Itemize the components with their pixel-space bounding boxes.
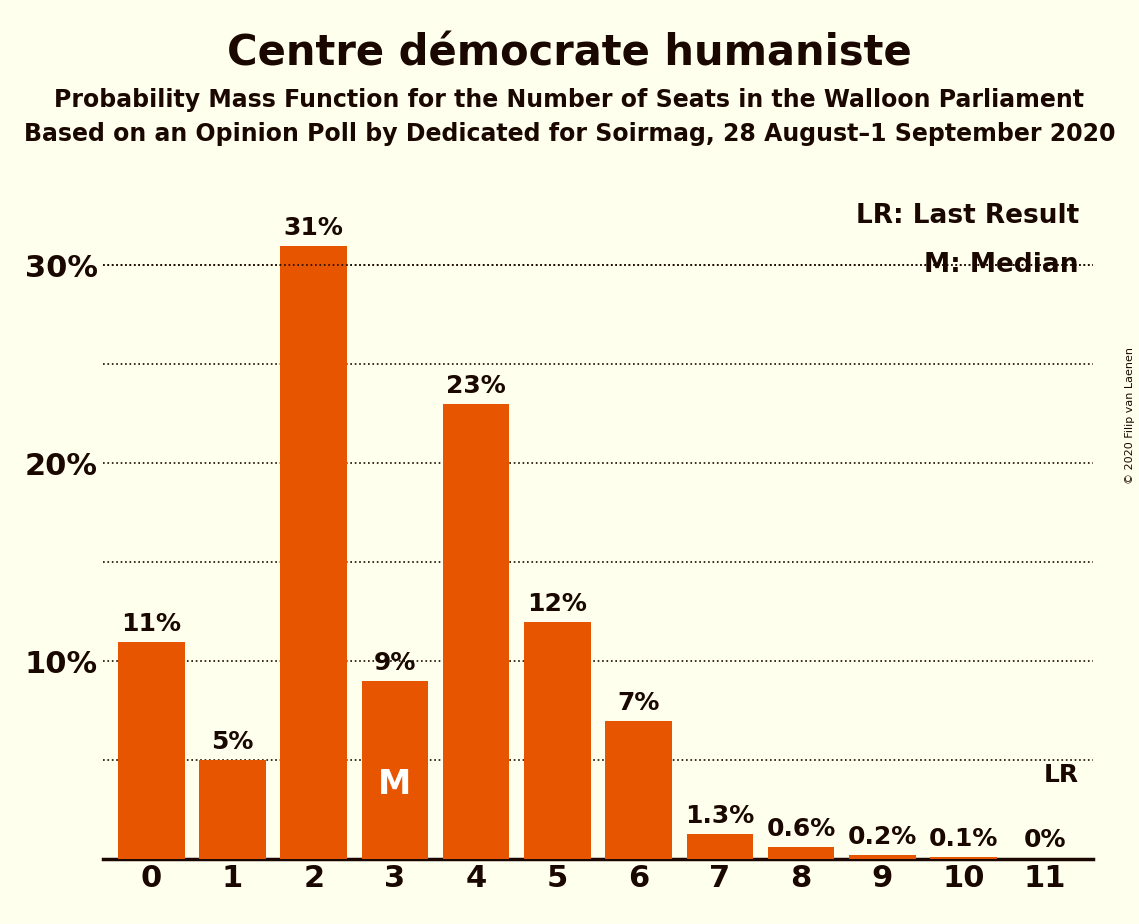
Text: Centre démocrate humaniste: Centre démocrate humaniste (227, 32, 912, 74)
Bar (199, 760, 265, 859)
Bar (118, 641, 185, 859)
Text: M: M (378, 768, 411, 801)
Text: 12%: 12% (527, 591, 588, 615)
Text: Based on an Opinion Poll by Dedicated for Soirmag, 28 August–1 September 2020: Based on an Opinion Poll by Dedicated fo… (24, 122, 1115, 146)
Text: 1.3%: 1.3% (686, 804, 754, 828)
Text: 5%: 5% (211, 730, 254, 754)
Bar (524, 622, 591, 859)
Text: LR: Last Result: LR: Last Result (855, 203, 1079, 229)
Bar (361, 681, 428, 859)
Text: LR: LR (1043, 763, 1079, 787)
Bar (849, 856, 916, 859)
Text: M: Median: M: Median (925, 252, 1079, 278)
Text: 0.6%: 0.6% (767, 818, 836, 842)
Text: 11%: 11% (121, 612, 181, 636)
Text: © 2020 Filip van Laenen: © 2020 Filip van Laenen (1125, 347, 1134, 484)
Text: 9%: 9% (374, 651, 416, 675)
Bar (280, 246, 347, 859)
Bar (605, 721, 672, 859)
Text: 23%: 23% (446, 374, 506, 398)
Bar (443, 404, 509, 859)
Bar (931, 857, 997, 859)
Text: 0%: 0% (1024, 829, 1066, 852)
Text: 0.1%: 0.1% (928, 827, 998, 851)
Text: Probability Mass Function for the Number of Seats in the Walloon Parliament: Probability Mass Function for the Number… (55, 88, 1084, 112)
Bar (768, 847, 835, 859)
Bar (687, 833, 753, 859)
Text: 0.2%: 0.2% (847, 825, 917, 849)
Text: 7%: 7% (617, 691, 659, 715)
Text: 31%: 31% (284, 215, 344, 239)
